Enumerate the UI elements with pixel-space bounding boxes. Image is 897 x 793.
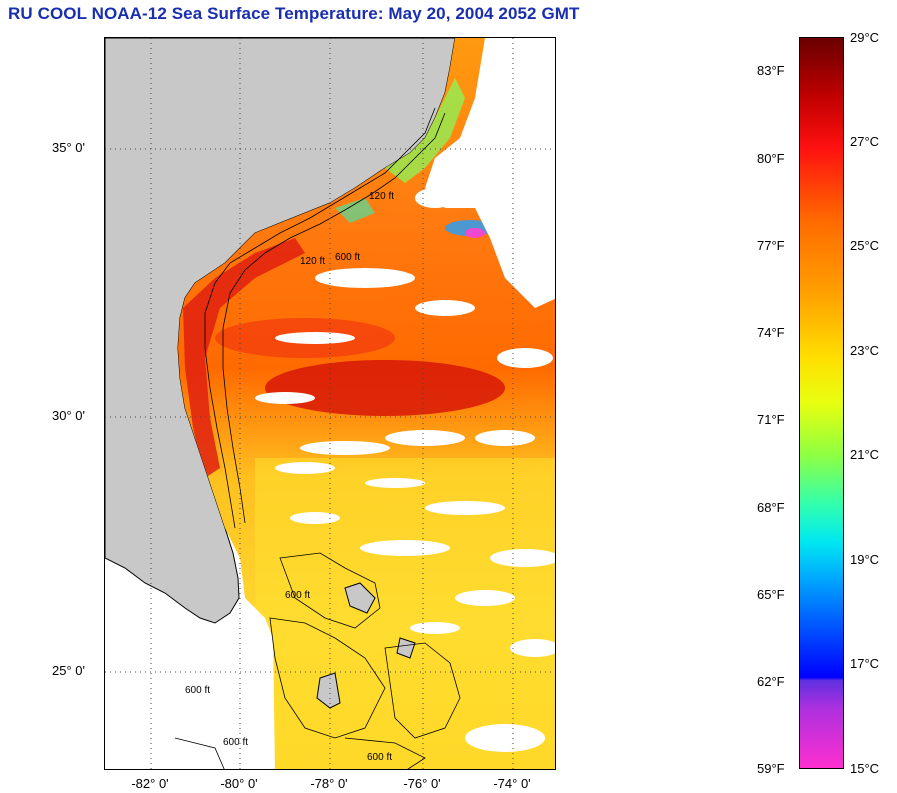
- gulf-stream-core: [265, 360, 505, 416]
- celsius-label: 21°C: [850, 447, 880, 462]
- bahamas-islands: [316, 582, 416, 709]
- contour-label: 600 ft: [185, 685, 210, 696]
- latitude-label: 35° 0': [52, 140, 85, 155]
- celsius-label: 23°C: [850, 343, 880, 358]
- contour-label: 120 ft: [300, 256, 325, 267]
- fahrenheit-label: 65°F: [757, 587, 785, 602]
- celsius-label: 29°C: [850, 30, 880, 45]
- contour-label: 600 ft: [335, 252, 360, 263]
- celsius-label: 19°C: [850, 552, 880, 567]
- fahrenheit-label: 83°F: [757, 63, 785, 78]
- celsius-label: 15°C: [850, 761, 880, 776]
- longitude-label: -78° 0': [310, 776, 348, 791]
- cloud-cover: [255, 38, 555, 769]
- coastal-warm-band: [183, 238, 305, 478]
- celsius-label: 27°C: [850, 134, 880, 149]
- fahrenheit-label: 71°F: [757, 412, 785, 427]
- celsius-label: 17°C: [850, 656, 880, 671]
- fahrenheit-label: 77°F: [757, 238, 785, 253]
- contour-label: 600 ft: [223, 737, 248, 748]
- latitude-label: 30° 0': [52, 408, 85, 423]
- latitude-label: 25° 0': [52, 663, 85, 678]
- bathymetry-contours: [174, 107, 461, 769]
- longitude-label: -76° 0': [403, 776, 441, 791]
- fahrenheit-label: 74°F: [757, 325, 785, 340]
- temperature-colorbar: [799, 37, 844, 769]
- longitude-label: -74° 0': [493, 776, 531, 791]
- fahrenheit-label: 62°F: [757, 674, 785, 689]
- sst-map: 120 ft 600 ft 120 ft 600 ft 600 ft 600 f…: [104, 37, 556, 770]
- graticule: [105, 38, 555, 769]
- celsius-label: 25°C: [850, 238, 880, 253]
- chart-title: RU COOL NOAA-12 Sea Surface Temperature:…: [8, 4, 580, 23]
- longitude-label: -82° 0': [131, 776, 169, 791]
- fahrenheit-label: 68°F: [757, 500, 785, 515]
- fahrenheit-label: 80°F: [757, 151, 785, 166]
- contour-label: 600 ft: [367, 752, 392, 763]
- contour-label: 600 ft: [285, 590, 310, 601]
- fahrenheit-label: 59°F: [757, 761, 785, 776]
- contour-label: 120 ft: [369, 191, 394, 202]
- sst-field: [178, 38, 555, 769]
- longitude-label: -80° 0': [220, 776, 258, 791]
